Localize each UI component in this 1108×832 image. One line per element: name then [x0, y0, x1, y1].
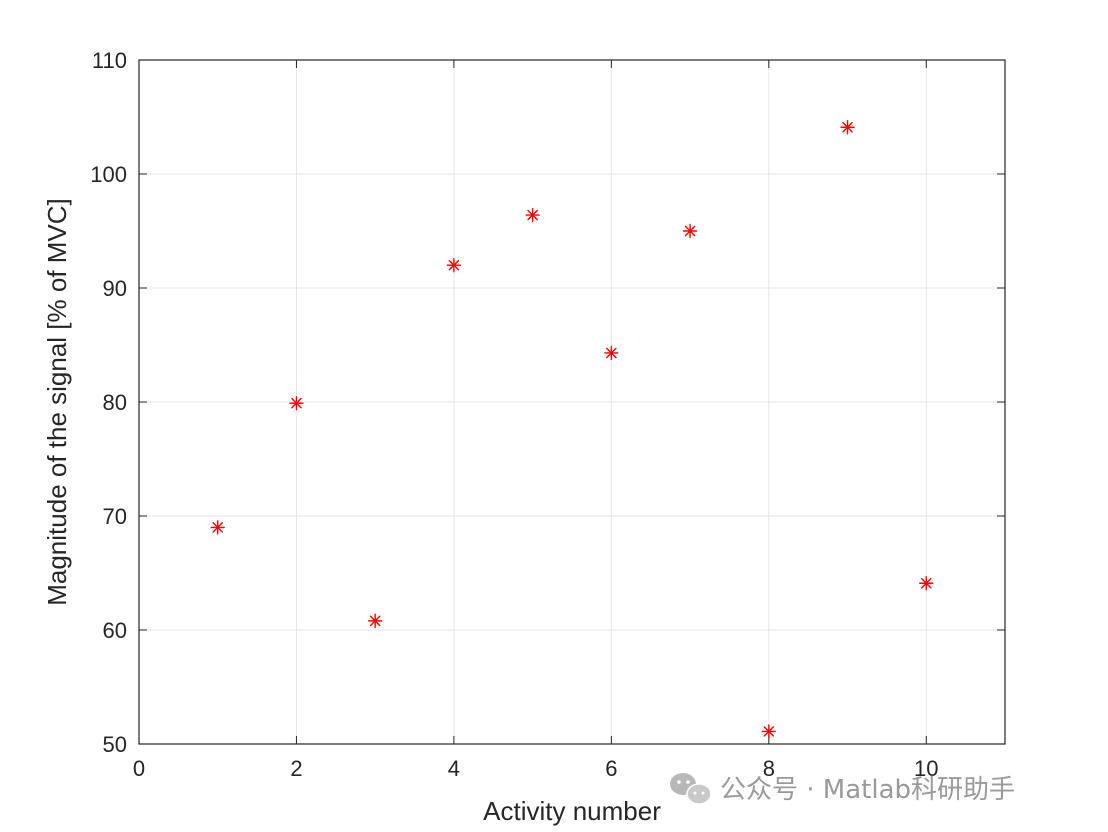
watermark: 公众号 · Matlab科研助手	[670, 773, 1015, 805]
wechat-icon	[670, 773, 712, 805]
x-tick-label: 0	[133, 756, 145, 781]
y-tick-label: 110	[92, 48, 127, 73]
grid	[139, 60, 1005, 744]
x-tick-label: 4	[448, 756, 460, 781]
x-axis-label: Activity number	[483, 796, 661, 826]
x-tick-label: 10	[914, 756, 938, 781]
data-point	[682, 223, 698, 239]
data-point	[367, 613, 383, 629]
data-point	[210, 520, 225, 535]
y-tick-label: 60	[103, 618, 127, 643]
axis-ticks: 0 2 4 6 8 10 50 60 70 80 90 100 110	[90, 48, 1005, 781]
data-point	[525, 207, 540, 223]
x-tick-label: 2	[290, 756, 302, 781]
data-point	[761, 724, 777, 739]
data-point	[840, 120, 855, 135]
y-tick-label: 50	[103, 732, 127, 757]
data-point	[604, 345, 619, 361]
data-point	[446, 258, 462, 273]
y-tick-label: 70	[103, 504, 127, 529]
watermark-text: 公众号 · Matlab科研助手	[720, 775, 1015, 805]
y-axis-label: Magnitude of the signal [% of MVC]	[42, 198, 72, 606]
data-point	[919, 576, 934, 591]
plot-area	[210, 120, 934, 739]
x-tick-label: 8	[763, 756, 775, 781]
y-tick-label: 90	[103, 276, 127, 301]
y-tick-label: 100	[90, 162, 127, 187]
data-point	[289, 395, 304, 411]
x-tick-label: 6	[605, 756, 617, 781]
y-tick-label: 80	[103, 390, 127, 415]
